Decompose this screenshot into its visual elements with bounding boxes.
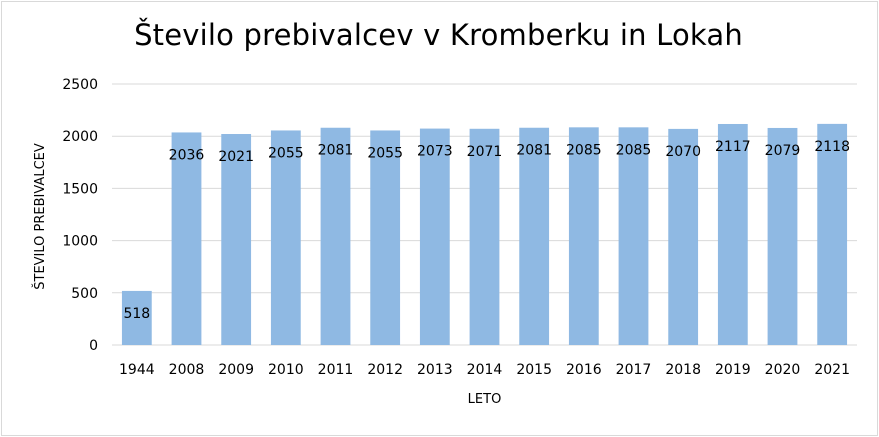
value-label-2014: 2071 [467, 144, 503, 160]
value-label-2018: 2070 [665, 144, 701, 160]
bar-2015 [519, 127, 550, 346]
value-label-2012: 2055 [367, 145, 403, 161]
bars [121, 123, 848, 346]
value-label-2013: 2073 [417, 144, 453, 160]
value-label-2021: 2118 [814, 139, 850, 155]
x-tick-label: 2013 [417, 362, 453, 378]
value-label-2016: 2085 [566, 142, 602, 158]
x-tick-label: 2010 [268, 362, 304, 378]
y-tick-label: 0 [89, 338, 98, 354]
x-tick-label: 2014 [467, 362, 503, 378]
x-tick-label: 2015 [516, 362, 552, 378]
x-tick-label: 2009 [218, 362, 254, 378]
bar-2020 [767, 127, 798, 346]
bar-2017 [618, 127, 649, 346]
x-axis-title: LETO [468, 392, 502, 407]
value-label-2011: 2081 [318, 143, 354, 159]
y-tick-label: 2500 [62, 77, 98, 93]
bar-2013 [419, 128, 450, 345]
bar-2014 [469, 128, 500, 345]
bar-2019 [717, 123, 748, 345]
x-tick-label: 1944 [119, 362, 155, 378]
value-label-2010: 2055 [268, 145, 304, 161]
bar-2016 [568, 127, 599, 346]
value-label-2008: 2036 [169, 147, 205, 163]
y-tick-label: 2000 [62, 129, 98, 145]
x-tick-label: 2019 [715, 362, 751, 378]
data-labels: 518 2036 2021 2055 2081 2055 2073 2071 2081 2085 2… [123, 139, 850, 322]
y-tick-label: 1000 [62, 234, 98, 250]
y-axis-ticks: 0 500 1000 1500 2000 2500 [62, 77, 98, 354]
bar-2010 [270, 130, 301, 345]
x-axis-ticks: 1944 2008 2009 2010 2011 2012 2013 2014 2015 2016… [119, 362, 850, 378]
x-tick-label: 2020 [765, 362, 801, 378]
bar-2008 [171, 132, 202, 345]
value-label-2017: 2085 [616, 142, 652, 158]
x-tick-label: 2008 [169, 362, 205, 378]
y-axis-title: ŠTEVILO PREBIVALCEV [32, 143, 48, 290]
value-label-2020: 2079 [765, 143, 801, 159]
x-tick-label: 2016 [566, 362, 602, 378]
bar-2021 [817, 123, 848, 345]
x-tick-label: 2012 [367, 362, 403, 378]
y-tick-label: 1500 [62, 181, 98, 197]
bar-2018 [668, 128, 699, 345]
x-tick-label: 2021 [814, 362, 850, 378]
value-label-2009: 2021 [218, 149, 254, 165]
bar-2011 [320, 127, 351, 346]
x-tick-label: 2011 [318, 362, 354, 378]
bar-2009 [221, 134, 252, 345]
value-label-2015: 2081 [516, 143, 552, 159]
y-tick-label: 500 [71, 286, 98, 302]
value-label-1944: 518 [123, 306, 150, 322]
chart-title: Število prebivalcev v Kromberku in Lokah [134, 18, 743, 52]
bar-1944 [121, 290, 152, 345]
bar-2012 [370, 130, 401, 345]
x-tick-label: 2017 [616, 362, 652, 378]
value-label-2019: 2117 [715, 139, 751, 155]
x-tick-label: 2018 [665, 362, 701, 378]
